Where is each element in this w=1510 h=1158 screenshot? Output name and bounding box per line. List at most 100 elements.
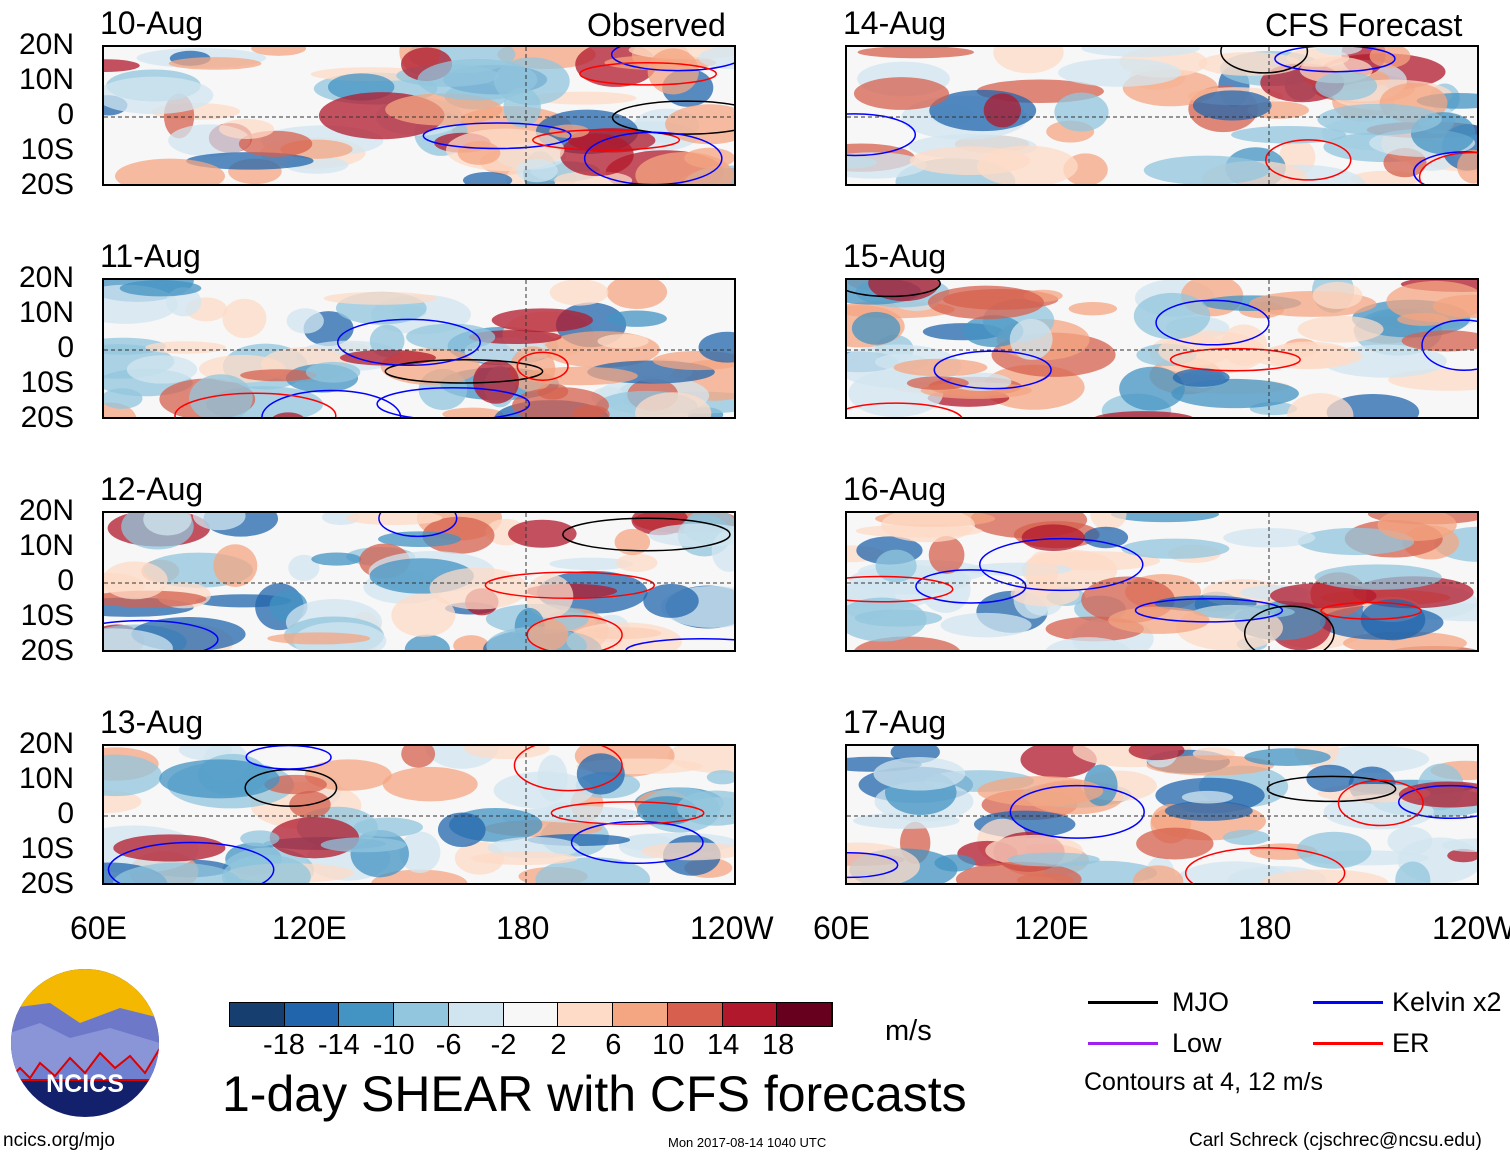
lat-label: 10N <box>18 529 74 562</box>
colorbar-tick-label: 2 <box>550 1029 567 1061</box>
shear-anomaly-blob <box>851 311 901 345</box>
wave-contour <box>579 61 718 86</box>
shear-anomaly-blob <box>1315 71 1378 101</box>
shear-anomaly-blob <box>1398 781 1477 808</box>
lon-label-left-3: 120W <box>690 910 774 946</box>
wave-contour <box>570 820 704 865</box>
shear-anomaly-blob <box>159 759 280 799</box>
shear-anomaly-blob <box>401 746 436 768</box>
shear-anomaly-blob <box>635 392 712 417</box>
footer-url[interactable]: ncics.org/mjo <box>3 1130 115 1151</box>
wave-contour <box>245 746 332 770</box>
shear-anomaly-blob <box>853 77 950 110</box>
shear-anomaly-blob <box>1315 47 1363 56</box>
lat-label: 20S <box>20 168 74 201</box>
shear-anomaly-blob <box>1312 281 1363 309</box>
figure-title: 1-day SHEAR with CFS forecasts <box>222 1066 967 1122</box>
shear-anomaly-blob <box>491 308 593 333</box>
shear-anomaly-blob <box>1395 861 1431 883</box>
footer-author: Carl Schreck (cjschrec@ncsu.edu) <box>1189 1130 1482 1151</box>
colorbar-tick-label: 6 <box>605 1029 622 1061</box>
shear-anomaly-blob <box>1128 746 1185 761</box>
shear-anomaly-blob <box>104 561 168 600</box>
shear-anomaly-blob <box>706 770 734 785</box>
shear-anomaly-blob <box>875 549 917 583</box>
shear-anomaly-blob <box>288 554 320 582</box>
shear-anomaly-blob <box>267 632 371 645</box>
wave-contour <box>261 389 402 417</box>
wave-contour <box>847 575 954 603</box>
shear-anomaly-blob <box>1026 551 1058 597</box>
observed-label: Observed <box>587 7 726 43</box>
shear-anomaly-blob <box>1021 524 1085 552</box>
wave-contour <box>611 100 734 135</box>
shear-anomaly-blob <box>677 790 734 826</box>
shear-anomaly-blob <box>464 746 550 760</box>
shear-anomaly-blob <box>549 280 609 306</box>
colorbar-tick-label: -10 <box>372 1029 415 1061</box>
shear-anomaly-blob <box>647 48 699 95</box>
shear-anomaly-blob <box>528 619 569 650</box>
shear-anomaly-blob <box>145 341 226 354</box>
shear-anomaly-blob <box>1317 103 1442 136</box>
shear-anomaly-blob <box>1143 155 1270 184</box>
shear-anomaly-blob <box>104 754 162 797</box>
shear-anomaly-blob <box>404 634 451 650</box>
footer-timestamp: Mon 2017-08-14 1040 UTC <box>668 1135 827 1150</box>
shear-anomaly-blob <box>1090 513 1127 530</box>
shear-anomaly-blob <box>955 861 1082 883</box>
shear-anomaly-blob <box>525 574 574 619</box>
shear-anomaly-blob <box>684 147 734 169</box>
wave-contour <box>1421 319 1477 371</box>
shear-anomaly-blob <box>873 756 966 791</box>
lat-label: 20N <box>18 261 74 294</box>
shear-anomaly-blob <box>906 376 969 390</box>
shear-anomaly-blob <box>606 280 668 310</box>
shear-anomaly-blob <box>320 837 407 853</box>
shear-anomaly-blob <box>1119 366 1185 411</box>
map-panel-14-Aug <box>845 45 1479 186</box>
legend-line-er <box>1313 1042 1383 1045</box>
shear-anomaly-blob <box>549 557 634 571</box>
shear-anomaly-blob <box>519 806 641 823</box>
lon-label-right-2: 180 <box>1238 910 1292 946</box>
lat-label: 20S <box>20 634 74 667</box>
lon-label-left-2: 180 <box>496 910 550 946</box>
shear-anomaly-blob <box>1121 538 1230 559</box>
shear-anomaly-blob <box>993 47 1064 74</box>
shear-anomaly-blob <box>854 609 943 627</box>
shear-anomaly-blob <box>1244 748 1331 766</box>
wave-contour <box>625 638 734 650</box>
shear-anomaly-blob <box>369 324 405 358</box>
shear-anomaly-blob <box>893 358 988 377</box>
shear-anomaly-blob <box>305 361 361 383</box>
shear-anomaly-blob <box>442 407 504 417</box>
shear-anomaly-blob <box>391 594 456 637</box>
map-panel-15-Aug <box>845 278 1479 419</box>
ncics-logo: NCICS <box>11 969 159 1117</box>
panel-date-label: 17-Aug <box>843 704 947 740</box>
shear-anomaly-blob <box>1222 829 1271 846</box>
colorbar-bin <box>722 1003 778 1026</box>
legend-line-low <box>1088 1042 1158 1045</box>
colorbar-bin <box>558 1003 614 1026</box>
shear-anomaly-blob <box>553 170 633 184</box>
panel-date-label: 15-Aug <box>843 238 947 274</box>
wave-contour <box>1274 47 1396 73</box>
wave-contour <box>978 537 1144 592</box>
forecast-label: CFS Forecast <box>1265 7 1463 43</box>
shear-anomaly-blob <box>1009 318 1053 360</box>
shear-anomaly-blob <box>1315 746 1430 773</box>
shear-anomaly-blob <box>1058 58 1182 87</box>
shear-anomaly-blob <box>382 766 478 802</box>
shear-anomaly-blob <box>1192 90 1272 121</box>
shear-anomaly-blob <box>417 58 538 101</box>
colorbar-bin <box>284 1003 340 1026</box>
wave-contour <box>933 350 1052 390</box>
shear-anomaly-blob <box>698 47 734 70</box>
lat-label: 20N <box>18 28 74 61</box>
wave-contour <box>847 113 917 157</box>
shear-anomaly-blob <box>429 567 529 610</box>
colorbar-tick-label: 18 <box>761 1029 795 1061</box>
